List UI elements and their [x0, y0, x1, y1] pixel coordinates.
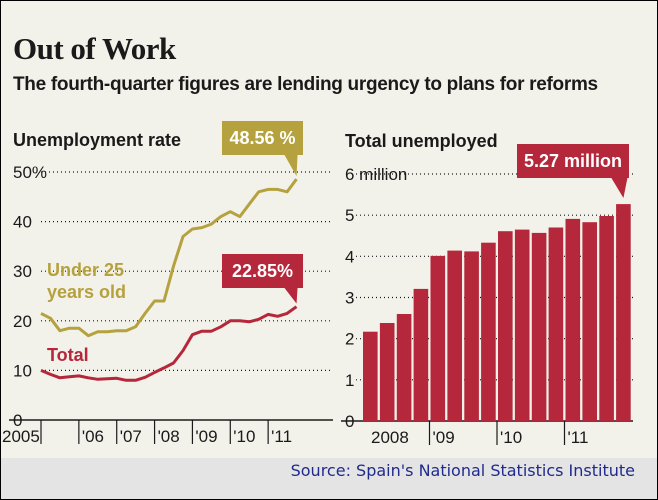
line-chart-series-labels: Under 25 years old Total — [47, 260, 126, 365]
page-subtitle: The fourth-quarter figures are lending u… — [13, 74, 598, 95]
bar-q9 — [498, 231, 513, 421]
bar-q1 — [363, 331, 378, 421]
bar-chart-x-tick-label: 2008 — [371, 428, 409, 447]
series-line-total — [40, 305, 298, 382]
bar-chart-y-tick-label: 5 — [345, 206, 354, 225]
total-unemployed-chart: Total unemployed 0 1 2 3 4 5 6 million 2008 '09… — [341, 131, 633, 447]
callout-box — [517, 144, 629, 199]
line-chart-y-tick-label: 30 — [13, 262, 32, 281]
bar-q12 — [548, 227, 564, 421]
callout-value: 22.85% — [232, 261, 293, 281]
bar-chart-y-ticks: 0 1 2 3 4 5 6 million — [345, 165, 407, 431]
line-chart-x-tick-label: '07 — [120, 427, 142, 446]
bar-chart-bars — [363, 204, 631, 421]
series-label-total: Total — [47, 345, 89, 365]
bar-q5 — [430, 255, 446, 421]
bar-q13 — [565, 218, 581, 421]
callout-value: 48.56 % — [229, 128, 295, 148]
bar-q8 — [481, 242, 496, 421]
line-chart-x-tick-label: 2005 — [2, 427, 40, 446]
bar-q10 — [514, 229, 530, 421]
line-chart-y-tick-label: 0 — [13, 411, 22, 430]
line-chart-x-tick-label: '09 — [195, 427, 217, 446]
bar-chart-x-tick-label: '10 — [500, 428, 522, 447]
line-chart-gridlines — [9, 171, 333, 421]
callout-under-25-years-old: 48.56 % — [222, 121, 303, 177]
line-chart-x-tick-label: '10 — [233, 427, 255, 446]
callout-box — [222, 121, 303, 177]
callout-value: 5.27 million — [524, 151, 622, 171]
source-band — [1, 458, 657, 499]
page-title: Out of Work — [13, 31, 176, 66]
bar-chart-x-ticks: 2008 '09 '10 '11 — [371, 421, 588, 447]
callout-box — [222, 254, 303, 304]
bar-q16 — [616, 204, 631, 421]
line-chart-y-tick-label: 10 — [13, 361, 32, 380]
bar-chart-y-tick-label: 6 million — [345, 165, 407, 184]
bar-chart-y-tick-label: 1 — [345, 371, 354, 390]
bar-q2 — [379, 323, 395, 421]
bar-chart-x-tick-label: '11 — [568, 428, 589, 447]
source-credit: Source: Spain's National Statistics Inst… — [290, 461, 635, 480]
bar-chart-x-tick-label: '09 — [433, 428, 455, 447]
line-chart-y-tick-label: 50% — [13, 163, 47, 182]
callout-total: 22.85% — [222, 254, 303, 304]
bar-q11 — [531, 232, 547, 421]
line-chart-y-tick-label: 20 — [13, 312, 32, 331]
line-chart-x-tick-label: '11 — [271, 427, 292, 446]
bar-q14 — [582, 222, 597, 421]
line-chart-x-tick-label: '08 — [158, 427, 180, 446]
line-chart-y-tick-label: 40 — [13, 213, 32, 232]
bar-chart-y-tick-label: 0 — [345, 412, 354, 431]
unemployment-rate-chart: Unemployment rate 0 10 20 30 40 50% 2005 '06 '0… — [2, 121, 333, 446]
series-label-under-25: Under 25 years old — [47, 260, 126, 302]
bar-q7 — [464, 251, 479, 421]
bar-chart-y-tick-label: 3 — [345, 289, 354, 308]
bar-q3 — [396, 314, 412, 421]
total-unemployed-title: Total unemployed — [345, 131, 498, 151]
bar-q6 — [447, 250, 462, 421]
bar-chart-y-tick-label: 2 — [345, 330, 354, 349]
bar-chart-callouts: 5.27 million — [517, 144, 629, 199]
unemployment-rate-title: Unemployment rate — [13, 130, 181, 150]
line-chart-x-tick-label: '06 — [82, 427, 104, 446]
line-chart-x-ticks: 2005 '06 '07 '08 '09 '10 '11 — [2, 420, 292, 446]
series-line-under-25-years-old — [40, 178, 298, 338]
line-chart-y-ticks: 0 10 20 30 40 50% — [13, 163, 47, 430]
bar-q15 — [599, 216, 614, 421]
line-chart-callouts: 48.56 % 22.85% — [222, 121, 303, 304]
line-chart-series — [40, 178, 298, 382]
bar-chart-y-tick-label: 4 — [345, 247, 354, 266]
bar-q4 — [413, 288, 429, 421]
callout-total-unemployed: 5.27 million — [517, 144, 629, 199]
